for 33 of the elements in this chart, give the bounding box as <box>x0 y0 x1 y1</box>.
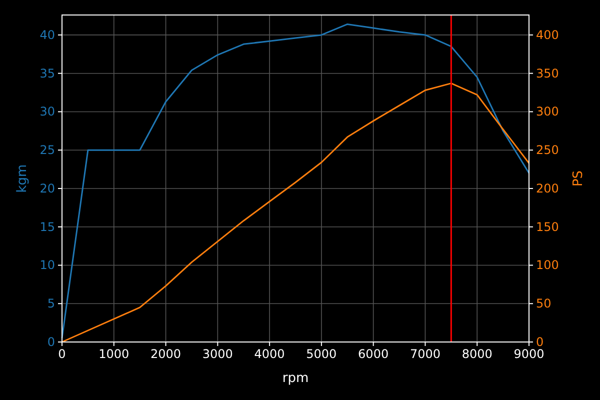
y-tick-label: 30 <box>40 104 55 119</box>
y2-tick-label: 0 <box>536 335 544 349</box>
y2-tick-label: 100 <box>536 258 559 272</box>
y-tick-label: 20 <box>40 181 55 196</box>
x-axis-title: rpm <box>282 371 309 386</box>
y-tick-label: 0 <box>47 335 55 349</box>
y2-axis-title: PS <box>571 170 586 187</box>
x-tick-label: 2000 <box>150 347 182 361</box>
x-tick-label: 7000 <box>410 347 440 361</box>
x-tick-label: 6000 <box>358 347 389 361</box>
y-tick-label: 25 <box>40 143 55 158</box>
line-series <box>61 23 530 339</box>
y2-tick-label: 250 <box>536 143 559 158</box>
y2-tick-label: 350 <box>536 66 559 80</box>
y2-tick-label: 300 <box>536 104 559 119</box>
x-tick-label: 3000 <box>202 347 233 361</box>
line-series <box>61 82 530 343</box>
x-tick-label: 8000 <box>462 347 492 361</box>
y2-tick-label: 50 <box>536 296 552 311</box>
y2-tick-label: 400 <box>536 28 559 42</box>
x-tick-label: 5000 <box>306 347 337 361</box>
y-tick-label: 40 <box>40 28 55 42</box>
y2-tick-label: 200 <box>536 181 559 196</box>
y-tick-label: 5 <box>47 296 55 311</box>
y-tick-label: 10 <box>40 258 55 272</box>
x-tick-label: 9000 <box>514 347 544 361</box>
x-tick-label: 1000 <box>98 347 130 361</box>
y-axis-title: kgm <box>15 164 30 193</box>
y2-tick-label: 150 <box>536 220 559 234</box>
x-tick-label: 0 <box>58 347 66 361</box>
x-tick-label: 4000 <box>254 347 285 361</box>
y-tick-label: 15 <box>40 220 55 234</box>
y-tick-label: 35 <box>40 66 55 80</box>
